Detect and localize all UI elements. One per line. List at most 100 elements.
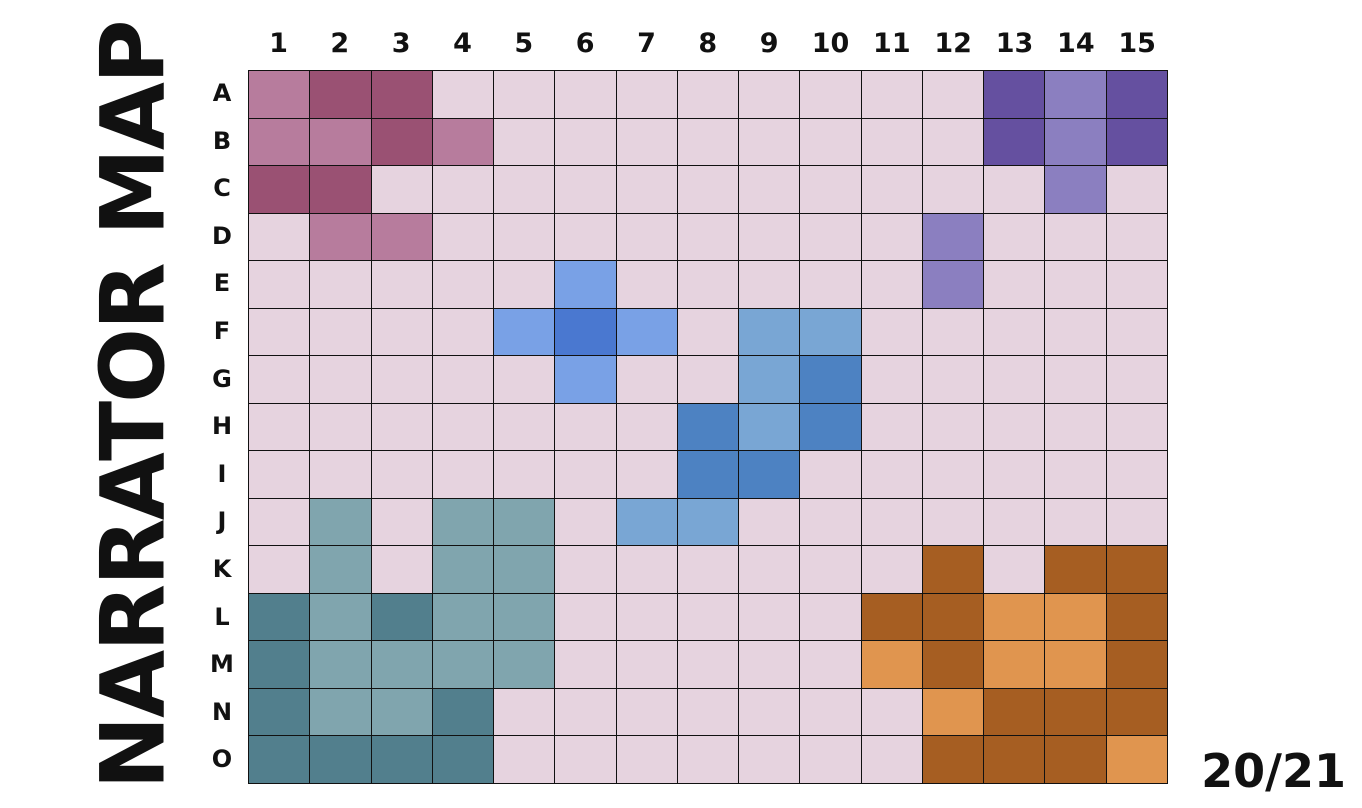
map-cell-G4[interactable] — [432, 356, 494, 403]
map-cell-H6[interactable] — [555, 403, 616, 451]
map-cell-F3[interactable] — [371, 308, 432, 356]
map-cell-K7[interactable] — [616, 546, 677, 593]
map-cell-C1[interactable] — [249, 166, 310, 213]
map-cell-E13[interactable] — [984, 261, 1045, 308]
map-cell-I8[interactable] — [677, 451, 739, 498]
map-cell-C7[interactable] — [616, 166, 677, 213]
map-cell-F4[interactable] — [432, 308, 494, 356]
map-cell-O7[interactable] — [616, 736, 677, 783]
map-cell-E10[interactable] — [800, 261, 861, 308]
map-cell-G12[interactable] — [922, 356, 984, 403]
map-cell-O8[interactable] — [677, 736, 739, 783]
map-cell-M5[interactable] — [494, 641, 555, 688]
map-cell-J4[interactable] — [432, 498, 494, 546]
map-cell-C3[interactable] — [371, 166, 432, 213]
map-cell-M1[interactable] — [249, 641, 310, 688]
narrator-map-grid[interactable] — [248, 70, 1168, 784]
map-cell-H5[interactable] — [494, 403, 555, 451]
map-cell-H14[interactable] — [1045, 403, 1106, 451]
map-cell-H8[interactable] — [677, 403, 739, 451]
map-cell-H10[interactable] — [800, 403, 861, 451]
map-cell-L14[interactable] — [1045, 593, 1106, 641]
map-cell-O1[interactable] — [249, 736, 310, 783]
map-cell-O9[interactable] — [739, 736, 800, 783]
map-cell-G11[interactable] — [861, 356, 922, 403]
map-cell-M10[interactable] — [800, 641, 861, 688]
map-cell-D11[interactable] — [861, 213, 922, 261]
map-cell-L4[interactable] — [432, 593, 494, 641]
map-cell-I11[interactable] — [861, 451, 922, 498]
map-cell-G7[interactable] — [616, 356, 677, 403]
map-cell-M9[interactable] — [739, 641, 800, 688]
map-cell-M4[interactable] — [432, 641, 494, 688]
map-cell-O10[interactable] — [800, 736, 861, 783]
map-cell-K15[interactable] — [1106, 546, 1167, 593]
map-cell-E11[interactable] — [861, 261, 922, 308]
map-cell-B11[interactable] — [861, 118, 922, 166]
map-cell-K6[interactable] — [555, 546, 616, 593]
map-cell-C15[interactable] — [1106, 166, 1167, 213]
map-cell-D9[interactable] — [739, 213, 800, 261]
map-cell-D12[interactable] — [922, 213, 984, 261]
map-cell-D6[interactable] — [555, 213, 616, 261]
map-cell-N7[interactable] — [616, 688, 677, 736]
map-cell-E3[interactable] — [371, 261, 432, 308]
map-cell-G13[interactable] — [984, 356, 1045, 403]
map-cell-A10[interactable] — [800, 71, 861, 118]
map-cell-D1[interactable] — [249, 213, 310, 261]
map-cell-F5[interactable] — [494, 308, 555, 356]
map-cell-N10[interactable] — [800, 688, 861, 736]
map-cell-C8[interactable] — [677, 166, 739, 213]
map-cell-K5[interactable] — [494, 546, 555, 593]
map-cell-D8[interactable] — [677, 213, 739, 261]
map-cell-B14[interactable] — [1045, 118, 1106, 166]
map-cell-E4[interactable] — [432, 261, 494, 308]
map-cell-I7[interactable] — [616, 451, 677, 498]
map-cell-F2[interactable] — [310, 308, 371, 356]
map-cell-I14[interactable] — [1045, 451, 1106, 498]
map-cell-K14[interactable] — [1045, 546, 1106, 593]
map-cell-I13[interactable] — [984, 451, 1045, 498]
map-cell-H9[interactable] — [739, 403, 800, 451]
map-cell-N13[interactable] — [984, 688, 1045, 736]
map-cell-D13[interactable] — [984, 213, 1045, 261]
map-cell-E14[interactable] — [1045, 261, 1106, 308]
map-cell-N5[interactable] — [494, 688, 555, 736]
map-cell-H12[interactable] — [922, 403, 984, 451]
map-cell-N14[interactable] — [1045, 688, 1106, 736]
map-cell-A8[interactable] — [677, 71, 739, 118]
map-cell-K3[interactable] — [371, 546, 432, 593]
map-cell-L8[interactable] — [677, 593, 739, 641]
map-cell-G6[interactable] — [555, 356, 616, 403]
map-cell-D5[interactable] — [494, 213, 555, 261]
map-cell-I1[interactable] — [249, 451, 310, 498]
map-cell-K2[interactable] — [310, 546, 371, 593]
map-cell-L6[interactable] — [555, 593, 616, 641]
map-cell-M7[interactable] — [616, 641, 677, 688]
map-cell-O5[interactable] — [494, 736, 555, 783]
map-cell-H7[interactable] — [616, 403, 677, 451]
map-cell-F8[interactable] — [677, 308, 739, 356]
map-cell-A14[interactable] — [1045, 71, 1106, 118]
map-cell-C9[interactable] — [739, 166, 800, 213]
map-cell-A2[interactable] — [310, 71, 371, 118]
map-cell-C14[interactable] — [1045, 166, 1106, 213]
map-cell-A6[interactable] — [555, 71, 616, 118]
map-cell-F9[interactable] — [739, 308, 800, 356]
map-cell-G10[interactable] — [800, 356, 861, 403]
map-cell-J15[interactable] — [1106, 498, 1167, 546]
map-cell-E2[interactable] — [310, 261, 371, 308]
map-cell-J10[interactable] — [800, 498, 861, 546]
map-cell-J1[interactable] — [249, 498, 310, 546]
map-cell-N12[interactable] — [922, 688, 984, 736]
map-cell-H11[interactable] — [861, 403, 922, 451]
map-cell-I6[interactable] — [555, 451, 616, 498]
map-cell-A7[interactable] — [616, 71, 677, 118]
map-cell-F11[interactable] — [861, 308, 922, 356]
map-cell-N15[interactable] — [1106, 688, 1167, 736]
map-cell-K12[interactable] — [922, 546, 984, 593]
map-cell-N3[interactable] — [371, 688, 432, 736]
map-cell-M2[interactable] — [310, 641, 371, 688]
map-cell-B2[interactable] — [310, 118, 371, 166]
map-cell-E5[interactable] — [494, 261, 555, 308]
